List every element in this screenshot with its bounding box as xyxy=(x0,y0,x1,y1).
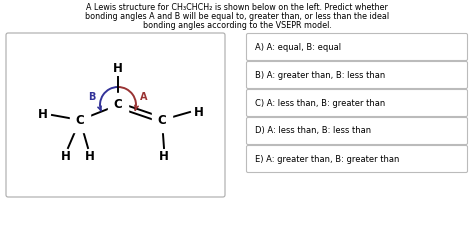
Text: bonding angles A and B will be equal to, greater than, or less than the ideal: bonding angles A and B will be equal to,… xyxy=(85,12,389,21)
Text: B) A: greater than, B: less than: B) A: greater than, B: less than xyxy=(255,70,385,79)
Text: C: C xyxy=(158,113,166,126)
FancyBboxPatch shape xyxy=(246,90,467,117)
Text: H: H xyxy=(113,62,123,75)
Text: bonding angles according to the VSEPR model.: bonding angles according to the VSEPR mo… xyxy=(143,21,331,30)
FancyBboxPatch shape xyxy=(246,34,467,61)
Text: A Lewis structure for CH₃CHCH₂ is shown below on the left. Predict whether: A Lewis structure for CH₃CHCH₂ is shown … xyxy=(86,3,388,12)
Text: C) A: less than, B: greater than: C) A: less than, B: greater than xyxy=(255,99,385,108)
Text: H: H xyxy=(85,150,95,163)
Text: C: C xyxy=(76,113,84,126)
FancyBboxPatch shape xyxy=(246,146,467,173)
FancyBboxPatch shape xyxy=(246,117,467,144)
Text: H: H xyxy=(61,150,71,163)
Text: B: B xyxy=(89,92,96,102)
Text: H: H xyxy=(159,150,169,163)
Text: A: A xyxy=(140,92,147,102)
FancyBboxPatch shape xyxy=(246,61,467,88)
Text: H: H xyxy=(194,106,204,119)
Text: D) A: less than, B: less than: D) A: less than, B: less than xyxy=(255,126,371,135)
Text: C: C xyxy=(114,99,122,112)
FancyBboxPatch shape xyxy=(6,33,225,197)
Text: A) A: equal, B: equal: A) A: equal, B: equal xyxy=(255,43,341,52)
Text: H: H xyxy=(38,108,48,122)
Text: E) A: greater than, B: greater than: E) A: greater than, B: greater than xyxy=(255,155,400,164)
